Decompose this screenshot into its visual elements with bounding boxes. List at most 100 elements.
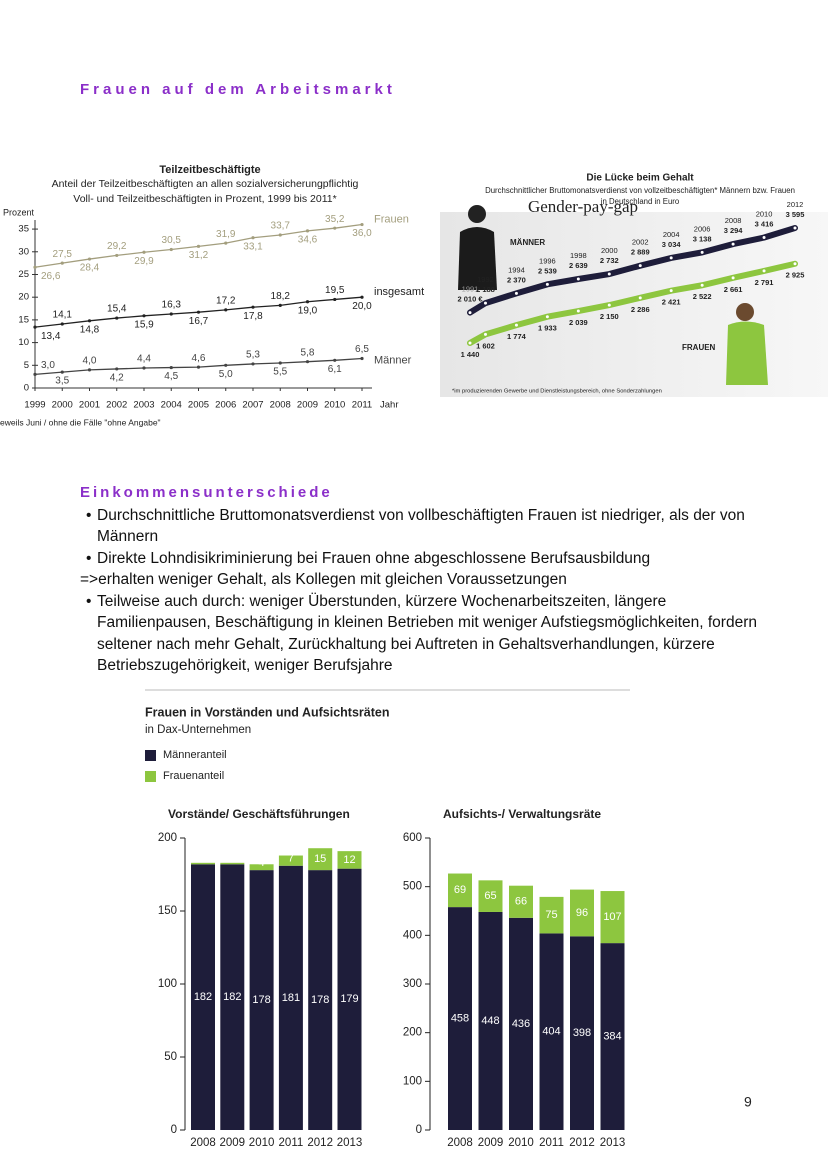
value-label: 26,6	[41, 271, 61, 282]
page-title: Frauen auf dem Arbeitsmarkt	[80, 81, 396, 98]
bar-segment	[308, 870, 333, 1130]
bar-segment	[191, 862, 215, 865]
bar-value-label: 96	[576, 907, 588, 919]
bar-value-label: 448	[481, 1015, 499, 1027]
bar-segment	[337, 851, 362, 869]
bar-value-label: 458	[451, 1012, 469, 1024]
value-label: 31,2	[189, 250, 209, 261]
point	[514, 323, 518, 327]
bar-value-label: 182	[194, 991, 212, 1003]
point	[669, 289, 673, 293]
year-label: 2012	[787, 200, 804, 209]
value-label: 29,9	[134, 256, 154, 267]
bar-segment	[191, 864, 215, 1130]
legend-label: Frauenanteil	[163, 770, 224, 782]
value-label: 3 034	[662, 240, 682, 249]
y-tick-label: 0	[171, 1124, 177, 1136]
value-label: 19,5	[325, 285, 345, 296]
x-tick-label: 2012	[307, 1137, 333, 1149]
bar-value-label: 179	[340, 993, 358, 1005]
value-label: 34,6	[298, 235, 318, 246]
value-label: 4,5	[164, 371, 178, 382]
chart-title: Vorstände/ Geschäftsführungen	[168, 807, 350, 821]
point	[196, 310, 201, 314]
bar-segment	[278, 865, 303, 1130]
y-tick-label: 30	[18, 246, 29, 257]
value-label: 3 294	[724, 226, 744, 235]
bar-segment	[249, 864, 274, 871]
chart-title: Teilzeitbeschäftigte	[159, 164, 260, 176]
footnote: *im produzierenden Gewerbe und Dienstlei…	[452, 389, 662, 395]
year-label: 1996	[539, 256, 556, 265]
point	[87, 368, 92, 372]
value-label: 4,0	[83, 355, 97, 366]
page-number: 9	[744, 1094, 752, 1110]
y-tick-label: 0	[416, 1124, 422, 1136]
point	[87, 257, 92, 261]
y-tick-label: 200	[403, 1027, 422, 1039]
point	[793, 226, 797, 230]
point	[115, 367, 119, 371]
y-tick-label: 20	[18, 292, 29, 303]
value-label: 3,0	[41, 360, 55, 371]
chart-title: Aufsichts-/ Verwaltungsräte	[443, 807, 601, 821]
value-label: 2 732	[600, 256, 619, 265]
year-label: 2006	[694, 224, 711, 233]
value-label: 2 639	[569, 261, 588, 270]
x-tick-label: 2011	[279, 1137, 304, 1149]
bullet: •	[86, 592, 92, 610]
point	[793, 262, 797, 266]
income-section: Einkommensunterschiede • Durchschnittlich…	[80, 482, 760, 677]
chart-subtitle: Durchschnittlicher Bruttomonatsverdienst…	[485, 186, 795, 195]
point	[731, 276, 735, 280]
series-name: Männer	[374, 354, 412, 366]
point	[278, 361, 282, 365]
point	[224, 241, 228, 245]
bar-value-label: 181	[282, 992, 300, 1004]
point	[142, 314, 146, 318]
point	[305, 229, 310, 233]
value-label: 15,4	[107, 304, 127, 315]
bar-segment	[478, 880, 503, 912]
year-label: 2008	[725, 216, 742, 225]
bar-segment	[539, 933, 564, 1130]
x-tick-label: 2000	[52, 400, 73, 411]
value-label: 27,5	[53, 249, 73, 260]
list-item: • Direkte Lohndisikriminierung bei Frauen…	[80, 548, 760, 570]
year-label: 2000	[601, 246, 618, 255]
value-label: 3,5	[55, 376, 69, 387]
y-tick-label: 10	[18, 337, 29, 348]
point	[545, 315, 549, 319]
y-tick-label: 200	[158, 832, 177, 844]
list-text: Direkte Lohndisikriminierung bei Frauen …	[97, 549, 651, 567]
bar-segment	[478, 911, 503, 1130]
x-tick-label: 2008	[447, 1137, 473, 1149]
point	[333, 358, 337, 362]
point	[196, 244, 201, 248]
footnote: eweils Juni / ohne die Fälle "ohne Angab…	[0, 417, 161, 427]
value-label: 5,8	[301, 347, 315, 358]
point	[333, 226, 337, 230]
x-tick-label: 2008	[270, 400, 291, 411]
woman-figure	[726, 303, 768, 385]
value-label: 1 602	[476, 341, 495, 350]
bar-segment	[249, 870, 274, 1130]
series-name: FRAUEN	[682, 343, 716, 352]
year-label: 1991	[462, 285, 479, 294]
series-name: Frauen	[374, 213, 409, 225]
y-tick-label: 500	[403, 881, 422, 893]
list-text: Durchschnittliche Bruttomonatsverdienst …	[97, 506, 745, 546]
point	[60, 370, 64, 374]
point	[169, 312, 173, 316]
point	[545, 282, 549, 286]
x-tick-label: 2010	[249, 1137, 275, 1149]
year-label: 1994	[508, 265, 525, 274]
bar-segment	[570, 889, 594, 937]
point	[468, 341, 472, 345]
list-item: =>erhalten weniger Gehalt, als Kollegen …	[80, 569, 760, 591]
point	[169, 247, 173, 252]
value-label: 5,3	[246, 350, 260, 361]
bar-value-label: 66	[515, 896, 527, 908]
series-name: insgesamt	[374, 286, 424, 298]
point	[483, 332, 487, 336]
